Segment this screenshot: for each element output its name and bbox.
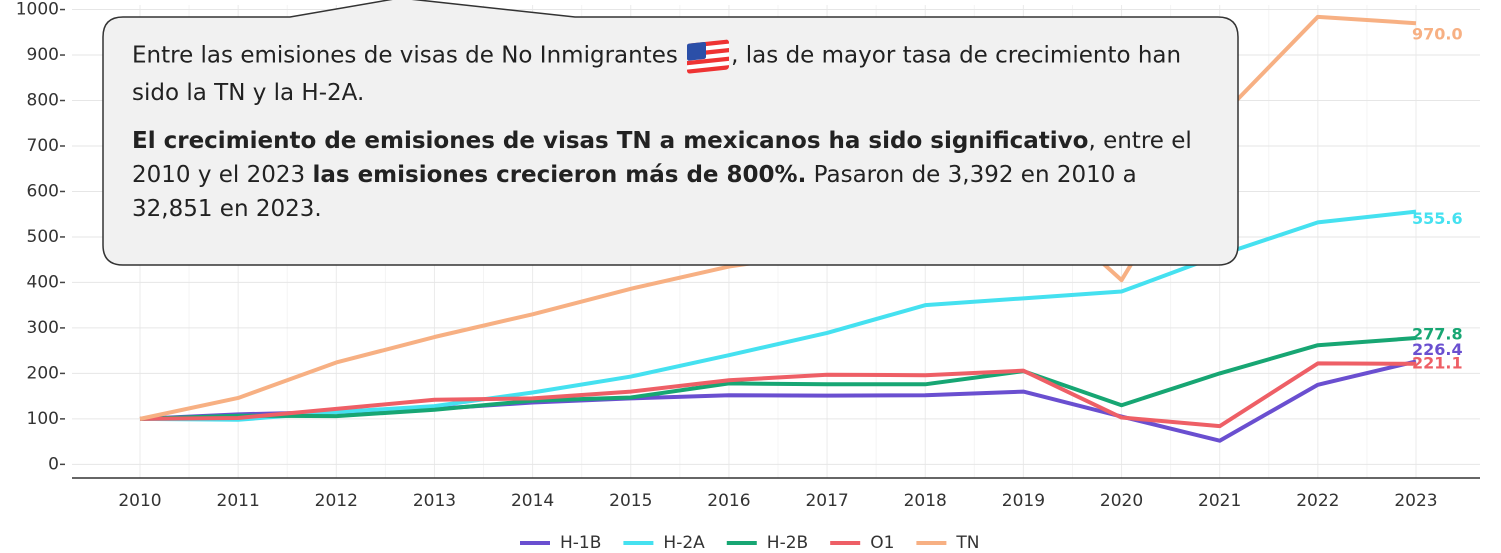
callout-box [102, 0, 1239, 266]
y-tick-label: 900 [27, 45, 59, 65]
series-line [139, 336, 1417, 421]
value-label: 555.6 [1412, 209, 1463, 228]
x-tick-label: 2012 [315, 491, 358, 511]
x-tick-label: 2011 [217, 491, 260, 511]
y-tick-label: 600 [27, 181, 59, 201]
value-label: 277.8 [1412, 325, 1463, 344]
y-tick-label: 100 [27, 409, 59, 429]
x-tick-label: 2016 [707, 491, 750, 511]
legend-label: H-2A [663, 533, 705, 553]
y-tick-label: 700 [27, 136, 59, 156]
y-tick-label: 1000 [16, 0, 59, 20]
annotation: Entre las emisiones de visas de No Inmig… [132, 36, 1222, 240]
annotation-text: Entre las emisiones de visas de No Inmig… [132, 42, 678, 69]
value-label: 221.1 [1412, 353, 1463, 372]
series-line [139, 361, 1417, 429]
y-tick-label: 300 [27, 318, 59, 338]
x-tick-label: 2015 [609, 491, 652, 511]
x-tick-label: 2021 [1198, 491, 1241, 511]
us-flag-icon [687, 39, 730, 74]
x-tick-label: 2022 [1296, 491, 1339, 511]
x-tick-label: 2019 [1002, 491, 1045, 511]
annotation-bold: las emisiones crecieron más de 800%. [312, 162, 807, 188]
annotation-paragraph: El crecimiento de emisiones de visas TN … [132, 124, 1222, 226]
x-tick-label: 2020 [1100, 491, 1143, 511]
annotation-paragraph: Entre las emisiones de visas de No Inmig… [132, 36, 1222, 110]
y-tick-label: 800 [27, 91, 59, 111]
x-tick-label: 2017 [805, 491, 848, 511]
annotation-text: , entre el 2010 y el 2023 [132, 128, 1192, 188]
x-tick-label: 2010 [118, 491, 161, 511]
legend-label: O1 [870, 533, 894, 553]
y-tick-label: 500 [27, 227, 59, 247]
annotation-text: , las de mayor tasa de crecimiento han s… [132, 42, 1182, 107]
labels: 2010 2011 2012 2013 2014 2015 2016 2017 2018 2019… [16, 0, 1480, 553]
legend-label: H-2B [767, 533, 808, 553]
legend-label: TN [955, 533, 979, 553]
annotation-text: Pasaron de 3,392 en 2010 a 32,851 en 202… [132, 162, 1137, 222]
y-tick-label: 200 [27, 363, 59, 383]
y-tick-label: 400 [27, 272, 59, 292]
x-tick-label: 2023 [1394, 491, 1437, 511]
x-tick-label: 2014 [511, 491, 554, 511]
y-tick-label: 0 [48, 454, 59, 474]
annotation-bold: El crecimiento de emisiones de visas TN … [132, 128, 1089, 154]
value-label: 970.0 [1412, 25, 1463, 44]
legend-label: H-1B [560, 533, 601, 553]
value-label: 226.4 [1412, 340, 1463, 359]
x-tick-label: 2013 [413, 491, 456, 511]
x-tick-label: 2018 [904, 491, 947, 511]
